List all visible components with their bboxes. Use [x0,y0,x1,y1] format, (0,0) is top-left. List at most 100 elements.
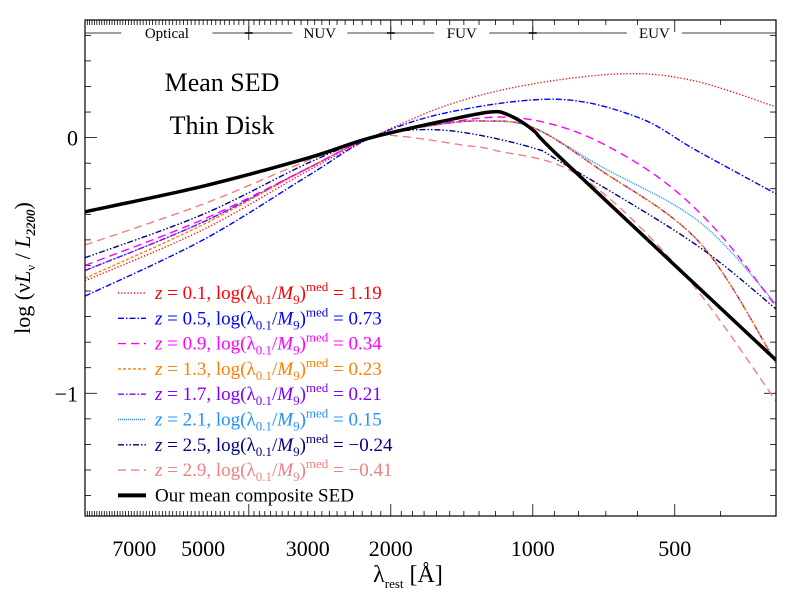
legend-sup: med [306,456,329,471]
x-tick-label: 2000 [369,536,413,561]
legend-z-symbol: z [154,283,163,304]
x-tick-label: 500 [658,536,691,561]
legend-log: log(λ [216,334,257,355]
legend-z-symbol: z [154,308,163,329]
legend-close: ) [300,283,306,304]
x-tick-labels: 7000 5000 3000 2000 1000 500 [112,536,691,561]
legend-slash: / [272,283,278,304]
legend-M: M [276,359,294,380]
legend-M-sub: 9 [293,393,300,408]
legend-z-value: = 2.5, [162,435,215,456]
x-axis-label-sub: rest [385,576,404,591]
x-axis-label: λrest [Å] [373,562,443,591]
legend-entry: z = 2.5, log(λ0.1/M9)med = −0.24 [154,431,393,459]
x-tick-label: 1000 [511,536,555,561]
legend-sup: med [306,279,329,294]
legend-M: M [276,435,294,456]
series-line-z-2.9 [85,134,776,402]
legend-value: = 0.21 [328,384,381,405]
band-label: FUV [447,26,477,42]
legend-z-value: = 0.5, [162,308,215,329]
legend-z-value: = 0.1, [162,283,215,304]
legend-log: log(λ [216,384,257,405]
legend-z-symbol: z [154,435,163,456]
legend-sup: med [306,304,329,319]
legend-sup: med [306,355,329,370]
series-line-z-1.3 [85,120,776,363]
legend-log: log(λ [216,308,257,329]
legend-slash: / [272,460,278,481]
x-tick-label: 3000 [286,536,330,561]
legend-z-value: = 2.1, [162,410,215,431]
legend-slash: / [272,410,278,431]
y-label-mid: / [10,248,35,265]
legend-z-symbol: z [154,410,163,431]
legend-lambda-sub: 0.1 [256,368,272,383]
legend-lambda-sub: 0.1 [256,343,272,358]
legend-z-value: = 1.3, [162,359,215,380]
legend-close: ) [300,308,306,329]
y-label-prefix: log (ν [10,283,35,334]
legend-z-symbol: z [154,334,163,355]
legend: z = 0.1, log(λ0.1/M9)med = 1.19z = 0.5, … [118,279,393,506]
x-axis-label-unit: [Å] [404,562,443,588]
legend-lambda-sub: 0.1 [256,393,272,408]
legend-value: = 0.73 [328,308,381,329]
y-tick-labels: 0 −1 [55,126,78,407]
legend-log: log(λ [216,410,257,431]
band-label: EUV [639,26,670,42]
legend-M: M [276,308,294,329]
y-label-L2: L [10,235,35,248]
legend-z-value: = 1.7, [162,384,215,405]
legend-log: log(λ [216,359,257,380]
series-line-z-0.1 [85,72,776,282]
legend-log: log(λ [216,460,257,481]
legend-value: = 0.23 [328,359,381,380]
legend-M: M [276,410,294,431]
legend-M: M [276,384,294,405]
legend-log: log(λ [216,435,257,456]
legend-z-value: = 0.9, [162,334,215,355]
series-curves [85,72,776,402]
legend-z-value: = 2.9, [162,460,215,481]
legend-close: ) [300,384,306,405]
series-line-z-2.5 [85,128,776,310]
legend-M-sub: 9 [293,292,300,307]
series-line-z-2.1 [85,120,776,305]
legend-entry: z = 0.5, log(λ0.1/M9)med = 0.73 [154,304,382,332]
wavelength-bands: Optical NUV FUV EUV [85,26,776,42]
x-axis-label-main: λ [373,562,385,588]
legend-z-symbol: z [154,359,163,380]
legend-z-symbol: z [154,384,163,405]
mean-composite-sed-line [85,109,776,362]
legend-entry: Our mean composite SED [155,485,354,506]
legend-value: = 0.15 [328,410,381,431]
legend-M: M [276,283,294,304]
band-label: NUV [304,26,337,42]
legend-slash: / [272,384,278,405]
legend-sup: med [306,406,329,421]
legend-M-sub: 9 [293,444,300,459]
legend-M-sub: 9 [293,317,300,332]
legend-slash: / [272,359,278,380]
y-label-suffix: ) [10,202,35,209]
legend-lambda-sub: 0.1 [256,317,272,332]
legend-M-sub: 9 [293,368,300,383]
legend-label: Our mean composite SED [155,485,354,506]
legend-sup: med [306,380,329,395]
chart-title-line-2: Thin Disk [170,111,275,140]
legend-close: ) [300,460,306,481]
legend-sup: med [306,330,329,345]
legend-lambda-sub: 0.1 [256,469,272,484]
series-line-z-0.9 [85,116,776,307]
legend-entry: z = 0.9, log(λ0.1/M9)med = 0.34 [154,330,382,358]
x-tick-label: 5000 [181,536,225,561]
legend-entry: z = 1.7, log(λ0.1/M9)med = 0.21 [154,380,382,408]
legend-slash: / [272,334,278,355]
legend-z-symbol: z [154,460,163,481]
legend-entry: z = 0.1, log(λ0.1/M9)med = 1.19 [154,279,382,307]
legend-entry: z = 2.9, log(λ0.1/M9)med = −0.41 [154,456,392,484]
legend-entry: z = 2.1, log(λ0.1/M9)med = 0.15 [154,406,382,434]
legend-value: = 1.19 [328,283,381,304]
